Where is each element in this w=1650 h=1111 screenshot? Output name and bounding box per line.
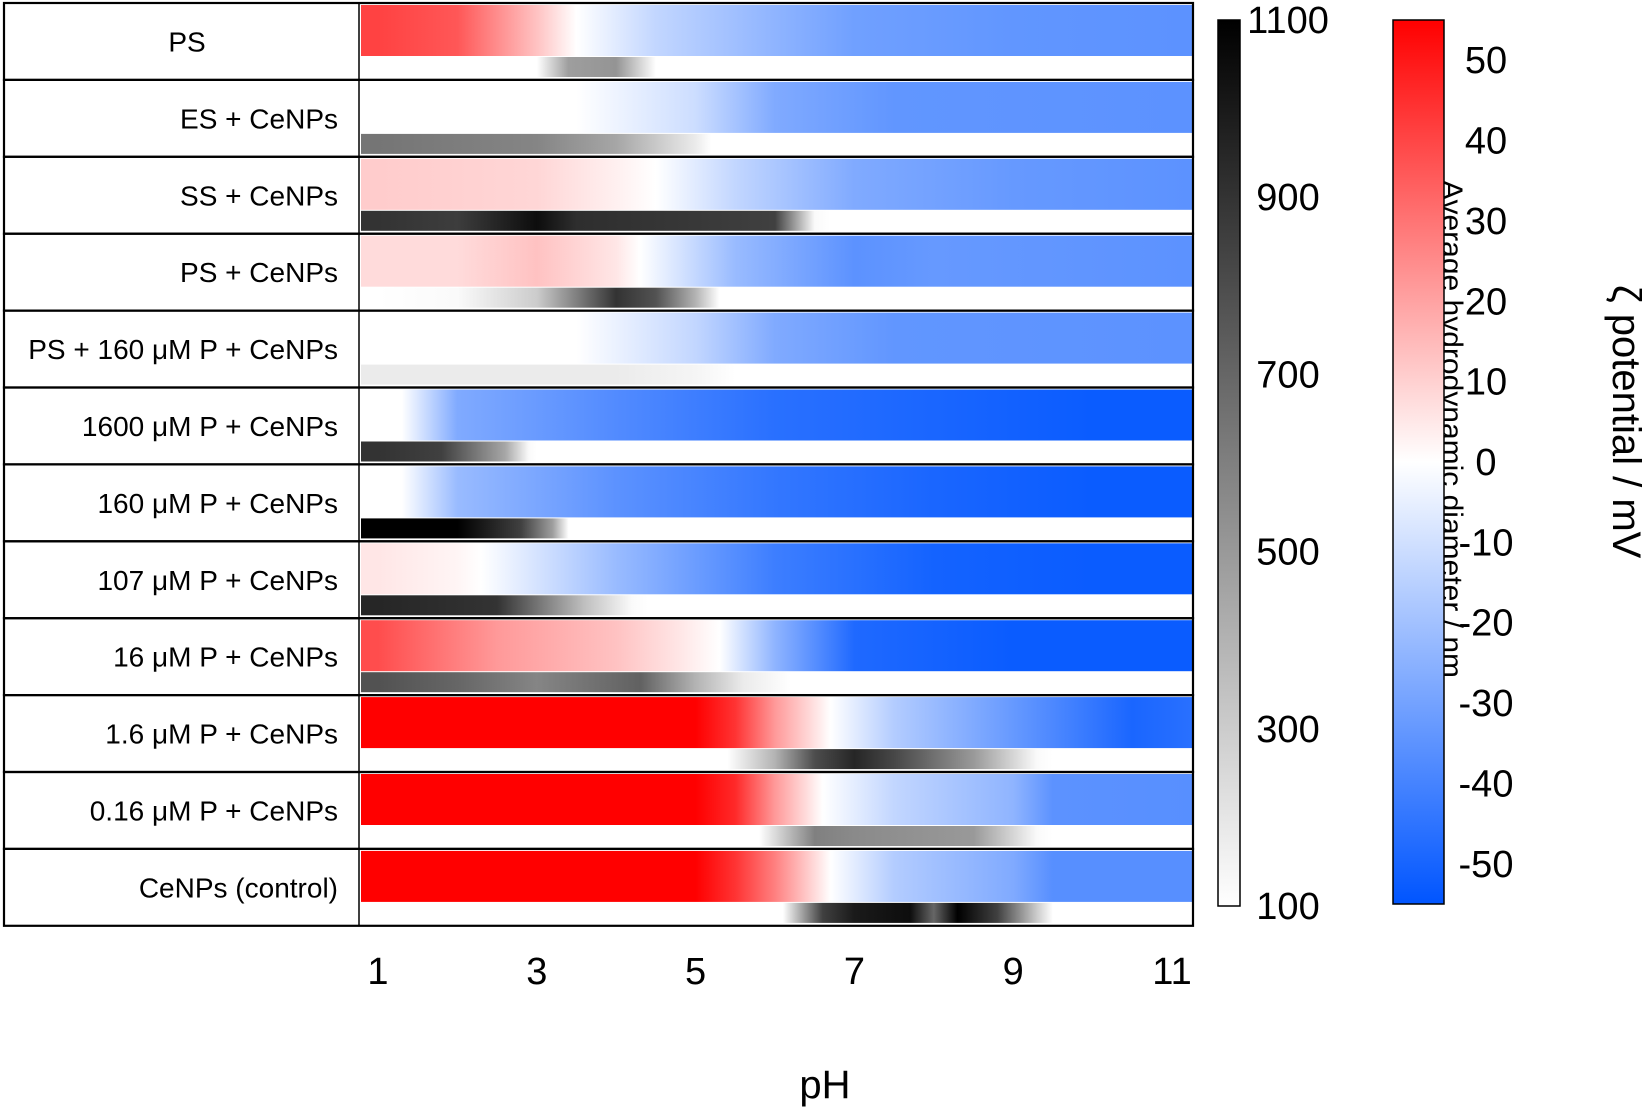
zeta-colorbar-tick: 30 — [1465, 201, 1507, 243]
size-band — [361, 133, 1192, 154]
zeta-colorbar-title: ζ potential / mV — [1604, 285, 1648, 559]
size-band — [361, 672, 1192, 693]
zeta-colorbar-tick: 0 — [1475, 442, 1496, 484]
zeta-band — [361, 81, 1192, 133]
row-label: 160 μM P + CeNPs — [97, 488, 338, 519]
row-label: CeNPs (control) — [139, 872, 338, 903]
size-colorbar-tick: 1100 — [1247, 0, 1329, 42]
zeta-band — [361, 312, 1192, 364]
size-colorbar-bar — [1217, 19, 1241, 907]
size-band — [361, 826, 1192, 846]
row-label: 1.6 μM P + CeNPs — [105, 719, 338, 750]
size-colorbar-tick: 700 — [1256, 354, 1319, 396]
zeta-band — [361, 389, 1192, 441]
heatmap-row: SS + CeNPs — [2, 155, 1195, 235]
row-label: 1600 μM P + CeNPs — [82, 411, 338, 442]
size-band — [361, 518, 1192, 539]
x-tick-label: 7 — [844, 951, 865, 993]
heatmap-row: ES + CeNPs — [2, 78, 1195, 158]
zeta-band — [361, 850, 1192, 902]
zeta-colorbar-tick: -50 — [1459, 844, 1514, 886]
row-label: PS + 160 μM P + CeNPs — [28, 334, 338, 365]
size-band — [361, 749, 1192, 770]
row-label: 0.16 μM P + CeNPs — [90, 795, 338, 826]
size-band — [361, 210, 1192, 231]
zeta-colorbar-tick: -10 — [1459, 522, 1514, 564]
size-band — [361, 902, 1192, 923]
x-axis-title: pH — [799, 1063, 850, 1107]
zeta-colorbar-tick: 20 — [1465, 281, 1507, 323]
heatmap-row: PS + CeNPs — [2, 232, 1195, 312]
x-tick-label: 5 — [685, 951, 706, 993]
heatmap-row: PS — [2, 1, 1195, 82]
row-label: 16 μM P + CeNPs — [113, 642, 338, 673]
x-tick-label: 1 — [367, 951, 388, 993]
x-tick-label: 9 — [1003, 951, 1024, 993]
zeta-colorbar-tick: -30 — [1459, 683, 1514, 725]
size-colorbar-tick: 300 — [1256, 709, 1319, 751]
zeta-colorbar-tick: -20 — [1459, 603, 1514, 645]
row-label: PS — [168, 26, 205, 57]
heatmap-row: 1600 μM P + CeNPs — [2, 386, 1195, 466]
size-colorbar-tick: 100 — [1256, 886, 1319, 928]
size-band — [361, 441, 1192, 462]
size-band — [361, 57, 1192, 77]
zeta-band — [361, 466, 1192, 518]
zeta-band — [361, 697, 1192, 749]
x-axis: pH 1 3 5 7 9 11 — [367, 951, 1191, 1107]
zeta-colorbar-bar — [1392, 19, 1445, 905]
zeta-band — [361, 5, 1192, 56]
size-colorbar-tick: 900 — [1256, 177, 1319, 219]
zeta-band — [361, 620, 1192, 672]
heatmap-row: 0.16 μM P + CeNPs — [2, 770, 1195, 851]
zeta-colorbar-tick: 10 — [1465, 362, 1507, 404]
zeta-band — [361, 543, 1192, 595]
row-label: 107 μM P + CeNPs — [97, 565, 338, 596]
heatmap-row: 16 μM P + CeNPs — [2, 617, 1195, 697]
size-colorbar-tick: 500 — [1256, 532, 1319, 574]
size-band — [361, 595, 1192, 616]
heatmap-row: PS + 160 μM P + CeNPs — [2, 309, 1195, 389]
zeta-band — [361, 774, 1192, 825]
heatmap-row: 107 μM P + CeNPs — [2, 540, 1195, 620]
heatmap-row: 1.6 μM P + CeNPs — [2, 693, 1195, 774]
x-tick-label: 3 — [526, 951, 547, 993]
heatmap-rows: PS ES + CeNPs SS + CeNPs PS + CeNPs PS + 160… — [2, 1, 1195, 927]
row-label: PS + CeNPs — [180, 257, 338, 288]
zeta-colorbar: ζ potential / mV 50 40 30 20 10 0 -10 -20 -30 -40… — [1392, 19, 1648, 905]
zeta-band — [361, 235, 1192, 287]
zeta-colorbar-tick: 40 — [1465, 121, 1507, 163]
row-label: SS + CeNPs — [180, 180, 338, 211]
x-tick-label: 11 — [1152, 951, 1191, 993]
row-border — [2, 847, 1195, 927]
size-band — [361, 287, 1192, 308]
heatmap-row: 160 μM P + CeNPs — [2, 463, 1195, 543]
size-band — [361, 364, 1192, 385]
zeta-colorbar-tick: 50 — [1465, 40, 1507, 82]
zeta-band — [361, 158, 1192, 210]
heatmap-row: CeNPs (control) — [2, 847, 1195, 927]
zeta-colorbar-tick: -40 — [1459, 763, 1514, 805]
row-label: ES + CeNPs — [180, 103, 338, 134]
